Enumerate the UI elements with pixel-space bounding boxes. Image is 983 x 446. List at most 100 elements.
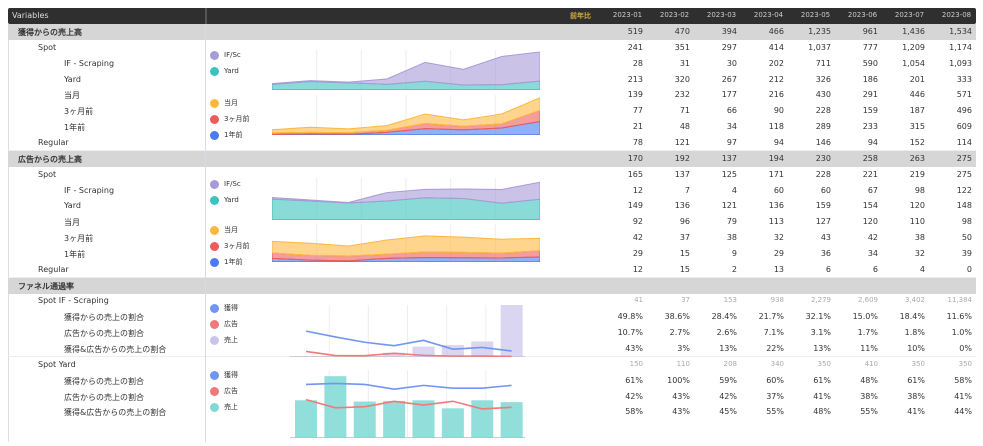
legend-item[interactable]: IF/Sc — [210, 47, 241, 63]
cell-value: 571 — [956, 90, 972, 100]
cell-value: 31 — [679, 58, 690, 68]
cell-value: 49.8% — [617, 312, 643, 322]
cell-value: 28 — [632, 58, 643, 68]
table-row[interactable]: 1年前 21 48 34 118 289 233 315 609 — [8, 119, 976, 135]
table-row[interactable]: 獲得からの売上の割合 61% 100% 59% 60% 61% 48% 61% 58% — [8, 373, 976, 389]
table-row[interactable]: 3ヶ月前 42 37 38 32 43 42 38 50 — [8, 230, 976, 246]
table-row[interactable]: IF - Scraping 12 7 4 60 60 67 98 122 — [8, 183, 976, 199]
cell-value: 18.4% — [899, 312, 925, 322]
table-row[interactable]: 3ヶ月前 77 71 66 90 228 159 187 496 — [8, 103, 976, 119]
cell-value: 4 — [919, 264, 925, 274]
area-series — [272, 97, 540, 134]
bar — [412, 400, 435, 438]
legend-item[interactable]: Yard — [210, 192, 241, 208]
bar — [441, 345, 464, 357]
cell-value: 90 — [773, 106, 784, 116]
cell-value: 2,609 — [857, 296, 878, 305]
section-row[interactable]: ファネル通過率 — [8, 277, 976, 294]
cell-value: 98 — [914, 185, 925, 195]
cell-value: 496 — [956, 106, 972, 116]
cell-value: 110 — [676, 359, 690, 368]
legend-label: Yard — [224, 196, 239, 204]
cell-value: 9 — [731, 248, 737, 258]
legend-label: IF/Sc — [224, 51, 241, 59]
cell-value: 43% — [672, 391, 690, 401]
cell-value: 446 — [909, 90, 925, 100]
bar — [412, 346, 435, 357]
row-label: 広告からの売上の割合 — [64, 392, 144, 402]
table-row[interactable]: 獲得からの売上の割合 49.8% 38.6% 28.4% 21.7% 32.1% 15.0%… — [8, 309, 976, 325]
section-row[interactable]: 広告からの売上高 170 192 137 194 230 258 263 275 — [8, 150, 976, 167]
row-label: 1年前 — [64, 249, 86, 259]
legend-label: 売上 — [224, 403, 238, 411]
legend-item[interactable]: IF/Sc — [210, 176, 241, 192]
line-series — [305, 382, 512, 390]
column-header[interactable]: 2023-02 — [659, 11, 690, 19]
legend-item[interactable]: 当月 — [210, 95, 249, 111]
table-row[interactable]: Yard 213 320 267 212 326 186 201 333 — [8, 72, 976, 88]
legend-item[interactable]: 3ヶ月前 — [210, 238, 249, 254]
legend-item[interactable]: 1年前 — [210, 127, 249, 143]
cell-value: 7 — [684, 185, 690, 195]
legend-item[interactable]: 売上 — [210, 332, 238, 348]
cell-value: 139 — [627, 90, 643, 100]
column-header[interactable]: 2023-01 — [612, 11, 643, 19]
legend-item[interactable]: 獲得 — [210, 300, 238, 316]
header-highlight[interactable]: 前年比 — [570, 12, 591, 20]
cell-value: 48% — [813, 407, 831, 417]
cell-value: 350 — [817, 359, 831, 368]
table-row[interactable]: Spot 241 351 297 414 1,037 777 1,209 1,174 — [8, 40, 976, 56]
legend-item[interactable]: 広告 — [210, 383, 238, 399]
column-header[interactable]: 2023-04 — [753, 11, 784, 19]
cell-value: 228 — [815, 106, 831, 116]
area-series — [272, 51, 540, 86]
legend-item[interactable]: 売上 — [210, 399, 238, 415]
table-row[interactable]: 広告からの売上の割合 10.7% 2.7% 2.6% 7.1% 3.1% 1.7% 1.8% 1… — [8, 325, 976, 341]
table-row[interactable]: 1年前 29 15 9 29 36 34 32 39 — [8, 246, 976, 262]
table-row[interactable]: 当月 92 96 79 113 127 120 110 98 — [8, 214, 976, 230]
table-row[interactable]: Spot IF - Scraping 41 37 153 938 2,279 2,609 3,… — [8, 293, 976, 309]
legend-item[interactable]: 当月 — [210, 222, 249, 238]
legend-item[interactable]: 3ヶ月前 — [210, 111, 249, 127]
legend-label: 広告 — [224, 320, 238, 328]
table-row[interactable]: Spot Yard 150 110 208 340 350 410 350 350 — [8, 357, 976, 373]
legend-item[interactable]: 獲得 — [210, 367, 238, 383]
column-header[interactable]: 2023-08 — [941, 11, 972, 19]
bar — [295, 400, 317, 438]
chart-legend: IF/Sc Yard — [210, 47, 241, 79]
cell-value: 241 — [627, 42, 643, 52]
column-header[interactable]: 2023-06 — [847, 11, 878, 19]
cell-value: 1,054 — [902, 58, 925, 68]
chart-legend: 獲得広告売上 — [210, 300, 238, 348]
table-row[interactable]: Regular 12 15 2 13 6 6 4 0 — [8, 262, 976, 278]
legend-item[interactable]: 1年前 — [210, 254, 249, 270]
column-header[interactable]: 2023-03 — [706, 11, 737, 19]
cell-value: 42% — [719, 391, 737, 401]
table-row[interactable]: IF - Scraping 28 31 30 202 711 590 1,054 1,093 — [8, 56, 976, 72]
cell-value: 37% — [766, 391, 784, 401]
combo-chart — [290, 370, 525, 438]
legend-item[interactable]: Yard — [210, 63, 241, 79]
legend-item[interactable]: 広告 — [210, 316, 238, 332]
cell-value: 13% — [719, 344, 737, 353]
cell-value: 37 — [679, 233, 690, 243]
table-row[interactable]: 獲得&広告からの売上の割合 58% 43% 45% 55% 48% 55% 41% 44% — [8, 404, 976, 420]
cell-value: 44% — [954, 407, 972, 417]
legend-dot-icon — [210, 319, 219, 329]
table-row[interactable]: 広告からの売上の割合 42% 43% 42% 37% 41% 38% 38% 41% — [8, 389, 976, 405]
cell-value: 48 — [679, 122, 690, 132]
table-row[interactable]: Yard 149 136 121 136 159 154 120 148 — [8, 198, 976, 214]
column-header[interactable]: 2023-07 — [894, 11, 925, 19]
cell-value: 159 — [862, 106, 878, 116]
cell-value: 221 — [862, 169, 878, 179]
column-header[interactable]: 2023-05 — [800, 11, 831, 19]
table-header: Variables 前年比 2023-01 2023-02 2023-03 2023-… — [8, 8, 976, 24]
section-row[interactable]: 獲得からの売上高 519 470 394 466 1,235 961 1,436 1,534 — [8, 24, 976, 40]
table-row[interactable]: Spot 165 137 125 171 228 221 219 275 — [8, 167, 976, 183]
cell-value: 96 — [679, 217, 690, 227]
cell-value: 230 — [815, 153, 831, 163]
cell-value: 170 — [627, 153, 643, 163]
table-row[interactable]: Regular 78 121 97 94 146 94 152 114 — [8, 135, 976, 151]
table-row[interactable]: 当月 139 232 177 216 430 291 446 571 — [8, 87, 976, 103]
stacked-area-chart — [272, 224, 540, 262]
